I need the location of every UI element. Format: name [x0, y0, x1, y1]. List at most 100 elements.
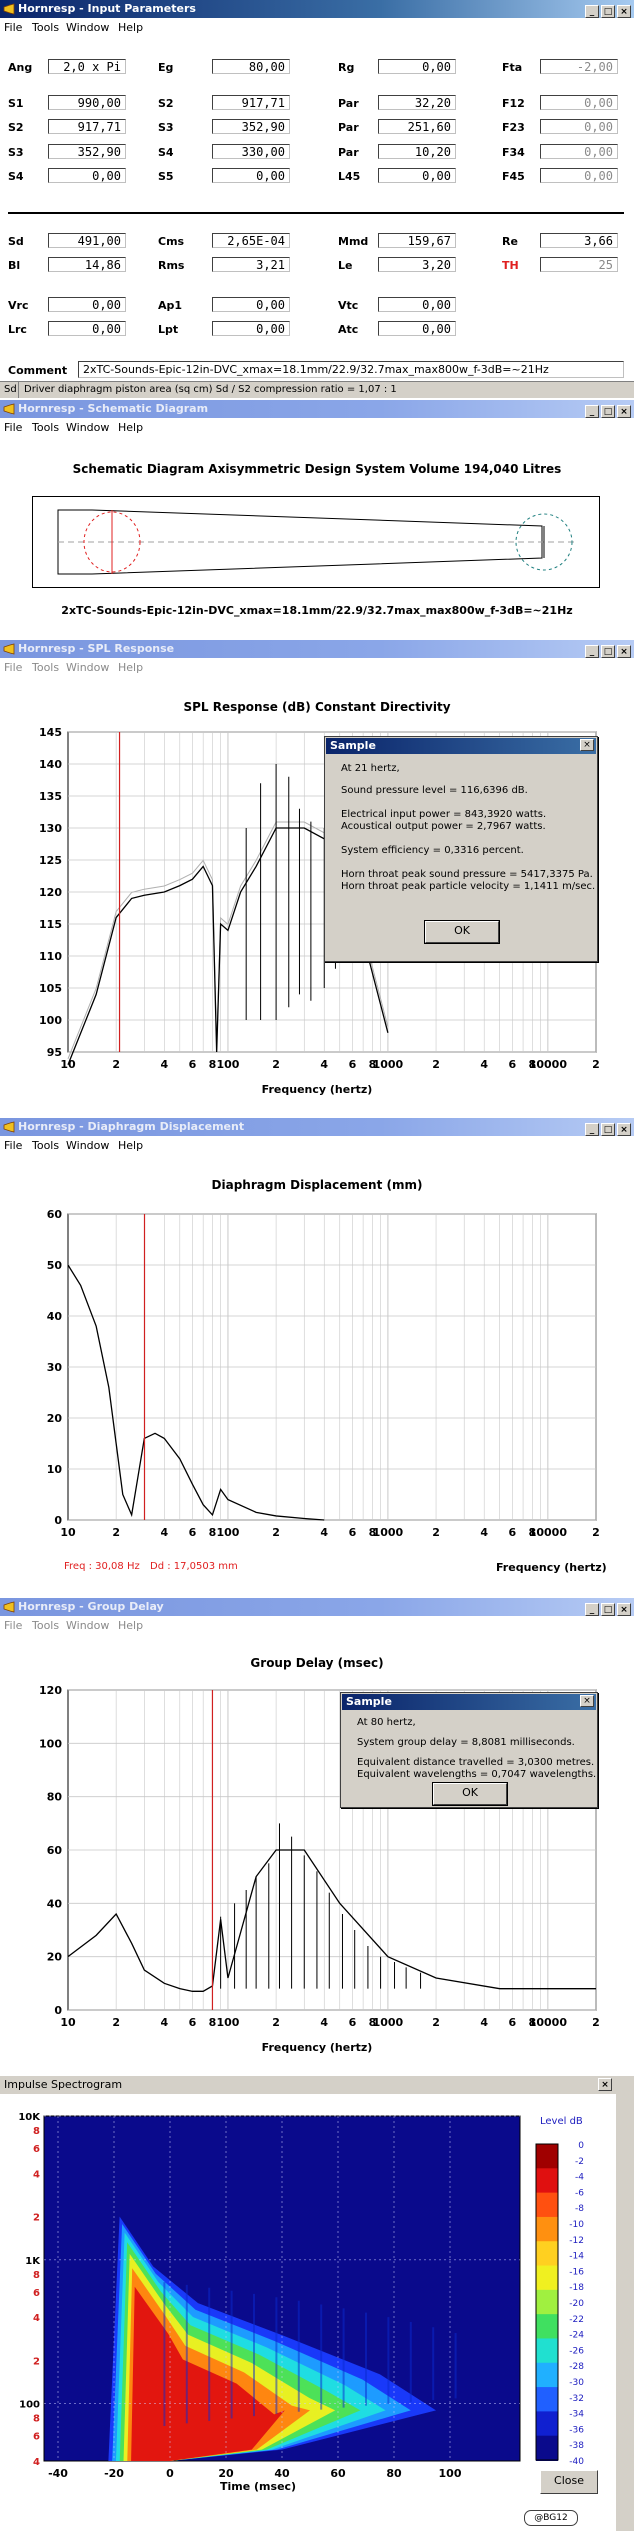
close-button[interactable]: × — [617, 405, 631, 418]
group-delay-titlebar[interactable]: Hornresp - Group Delay _ □ × — [0, 1598, 634, 1616]
maximize-button[interactable]: □ — [601, 405, 615, 418]
colorbar-segment — [536, 2289, 558, 2316]
param-field-s1[interactable]: 990,00 — [48, 95, 126, 110]
menu-tools[interactable]: Tools — [32, 421, 60, 434]
close-button[interactable]: × — [598, 2078, 612, 2091]
menu-file[interactable]: File — [4, 21, 23, 34]
x-tick-label: 4 — [320, 2016, 328, 2029]
param-field-rms[interactable]: 3,21 — [212, 257, 290, 272]
displacement-xlabel: Frequency (hertz) — [496, 1561, 607, 1574]
param-label-s4: S4 — [158, 146, 174, 159]
param-field-eg[interactable]: 80,00 — [212, 59, 290, 74]
menu-file[interactable]: File — [4, 1619, 23, 1632]
menu-tools[interactable]: Tools — [32, 1139, 60, 1152]
menu-help[interactable]: Help — [118, 421, 144, 434]
param-field-par[interactable]: 10,20 — [378, 144, 456, 159]
param-field-s3[interactable]: 352,90 — [212, 119, 290, 134]
spl-titlebar[interactable]: Hornresp - SPL Response _ □ × — [0, 640, 634, 658]
ok-button[interactable]: OK — [425, 921, 499, 943]
param-field-ap1[interactable]: 0,00 — [212, 297, 290, 312]
param-field-mmd[interactable]: 159,67 — [378, 233, 456, 248]
ok-button[interactable]: OK — [433, 1783, 507, 1805]
menu-window[interactable]: Window — [66, 21, 110, 34]
displacement-titlebar[interactable]: Hornresp - Diaphragm Displacement _ □ × — [0, 1118, 634, 1136]
menu-window[interactable]: Window — [66, 1619, 110, 1632]
param-field-re[interactable]: 3,66 — [540, 233, 618, 248]
maximize-button[interactable]: □ — [601, 1123, 615, 1136]
close-button[interactable]: × — [617, 1123, 631, 1136]
param-field-f34[interactable]: 0,00 — [540, 144, 618, 159]
param-field-lpt[interactable]: 0,00 — [212, 321, 290, 336]
param-field-ang[interactable]: 2,0 x Pi — [48, 59, 126, 74]
close-button[interactable]: × — [617, 645, 631, 658]
close-button[interactable]: × — [617, 1603, 631, 1616]
menubar: File Tools Window Help — [0, 1136, 634, 1154]
param-field-cms[interactable]: 2,65E-04 — [212, 233, 290, 248]
dialog-close-button[interactable]: × — [580, 739, 594, 751]
param-field-bl[interactable]: 14,86 — [48, 257, 126, 272]
menu-window[interactable]: Window — [66, 421, 110, 434]
menu-window[interactable]: Window — [66, 1139, 110, 1152]
menu-help[interactable]: Help — [118, 1619, 144, 1632]
comment-field[interactable]: 2xTC-Sounds-Epic-12in-DVC_xmax=18.1mm/22… — [78, 361, 624, 378]
param-field-f12[interactable]: 0,00 — [540, 95, 618, 110]
input-parameters-titlebar[interactable]: Hornresp - Input Parameters _ □ × — [0, 0, 634, 18]
x-tick-label: -40 — [48, 2467, 68, 2480]
param-field-fta[interactable]: -2,00 — [540, 59, 618, 74]
menu-file[interactable]: File — [4, 421, 23, 434]
menu-help[interactable]: Help — [118, 661, 144, 674]
dialog-line: Equivalent wavelengths = 0,7047 waveleng… — [357, 1769, 597, 1780]
dialog-close-button[interactable]: × — [580, 1695, 594, 1707]
spectrogram-titlebar[interactable]: Impulse Spectrogram × — [0, 2076, 616, 2094]
param-field-par[interactable]: 251,60 — [378, 119, 456, 134]
param-label-sd: Sd — [8, 235, 24, 248]
param-field-s4[interactable]: 330,00 — [212, 144, 290, 159]
minimize-button[interactable]: _ — [585, 405, 599, 418]
param-field-s3[interactable]: 352,90 — [48, 144, 126, 159]
menu-file[interactable]: File — [4, 1139, 23, 1152]
menu-tools[interactable]: Tools — [32, 1619, 60, 1632]
param-field-par[interactable]: 32,20 — [378, 95, 456, 110]
minimize-button[interactable]: _ — [585, 645, 599, 658]
menu-help[interactable]: Help — [118, 21, 144, 34]
param-field-f23[interactable]: 0,00 — [540, 119, 618, 134]
y-tick-label: 115 — [39, 918, 62, 931]
param-field-le[interactable]: 3,20 — [378, 257, 456, 272]
param-field-s5[interactable]: 0,00 — [212, 168, 290, 183]
minimize-button[interactable]: _ — [585, 5, 599, 18]
param-field-f45[interactable]: 0,00 — [540, 168, 618, 183]
param-field-s4[interactable]: 0,00 — [48, 168, 126, 183]
param-field-vtc[interactable]: 0,00 — [378, 297, 456, 312]
minimize-button[interactable]: _ — [585, 1603, 599, 1616]
param-label-s2: S2 — [8, 121, 24, 134]
spectrogram-chart: -40 -20 0 20 40 60 80 10010K1K100864286428640-2… — [18, 2112, 584, 2480]
menu-window[interactable]: Window — [66, 661, 110, 674]
maximize-button[interactable]: □ — [601, 1603, 615, 1616]
param-field-lrc[interactable]: 0,00 — [48, 321, 126, 336]
param-field-rg[interactable]: 0,00 — [378, 59, 456, 74]
param-field-s2[interactable]: 917,71 — [48, 119, 126, 134]
y-tick-label: 20 — [47, 1951, 63, 1964]
close-dialog-button[interactable]: Close — [540, 2470, 598, 2494]
param-field-vrc[interactable]: 0,00 — [48, 297, 126, 312]
param-field-sd[interactable]: 491,00 — [48, 233, 126, 248]
maximize-button[interactable]: □ — [601, 645, 615, 658]
x-tick-label: 40 — [274, 2467, 290, 2480]
menu-tools[interactable]: Tools — [32, 21, 60, 34]
maximize-button[interactable]: □ — [601, 5, 615, 18]
param-field-s2[interactable]: 917,71 — [212, 95, 290, 110]
menu-file[interactable]: File — [4, 661, 23, 674]
schematic-titlebar[interactable]: Hornresp - Schematic Diagram _ □ × — [0, 400, 634, 418]
close-button[interactable]: × — [617, 5, 631, 18]
menu-help[interactable]: Help — [118, 1139, 144, 1152]
minimize-button[interactable]: _ — [585, 1123, 599, 1136]
param-field-atc[interactable]: 0,00 — [378, 321, 456, 336]
x-tick-label: 60 — [330, 2467, 346, 2480]
param-field-l45[interactable]: 0,00 — [378, 168, 456, 183]
colorbar-tick-label: -8 — [575, 2204, 584, 2214]
y-tick-label-minor: 4 — [33, 2313, 40, 2324]
colorbar-tick-label: -14 — [569, 2252, 584, 2262]
param-field-th[interactable]: 25 — [540, 257, 618, 272]
menu-tools[interactable]: Tools — [32, 661, 60, 674]
